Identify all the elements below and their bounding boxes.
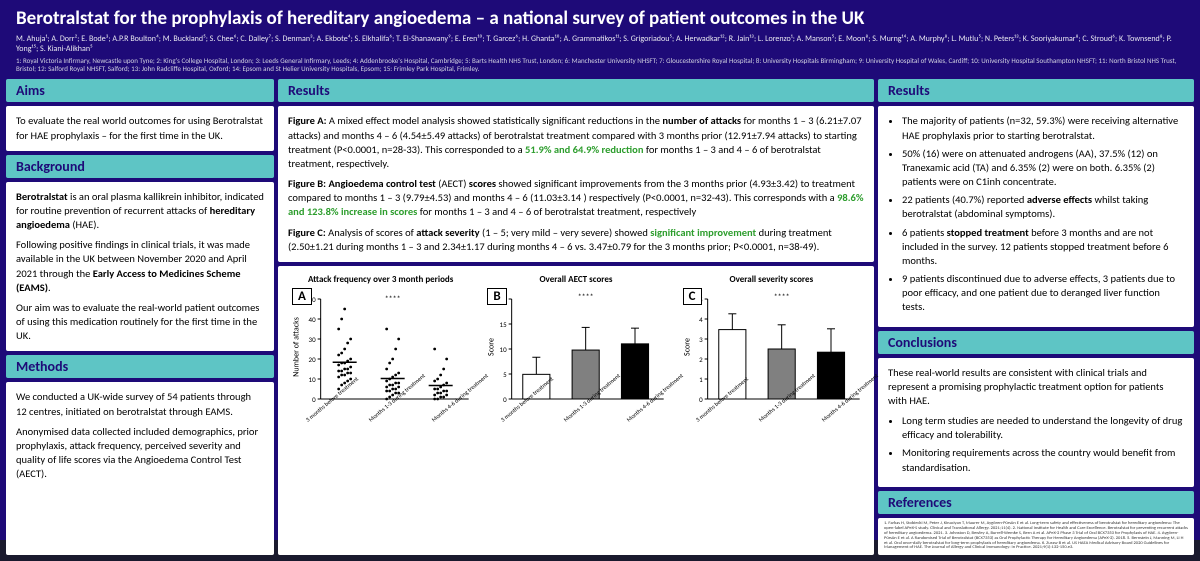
chart-c-plot: 012345Score**** xyxy=(677,287,866,407)
svg-text:Score: Score xyxy=(487,338,497,356)
chart-c: Overall severity scores C 012345Score***… xyxy=(677,274,866,548)
res-li5: 9 patients discontinued due to adverse e… xyxy=(902,272,1184,315)
fig-a-text: Figure A: A mixed effect model analysis … xyxy=(288,114,864,171)
chart-a: Attack frequency over 3 month periods A … xyxy=(286,274,475,548)
res-li2: 50% (16) were on attenuated androgens (A… xyxy=(902,147,1184,190)
references-body: 1. Farkas H, Stobiecki M, Peter J, Kinac… xyxy=(878,518,1194,556)
conclusions-heading: Conclusions xyxy=(878,331,1194,354)
svg-text:40: 40 xyxy=(309,315,317,324)
left-column: Aims To evaluate the real world outcomes… xyxy=(6,79,274,555)
results-heading-mid: Results xyxy=(278,79,874,102)
chart-a-tag: A xyxy=(292,288,312,305)
poster: Berotralstat for the prophylaxis of here… xyxy=(0,0,1200,540)
svg-text:3: 3 xyxy=(699,335,703,344)
right-column: Results The majority of patients (n=32, … xyxy=(878,79,1194,555)
svg-text:****: **** xyxy=(773,292,789,302)
bg-p2: Following positive findings in clinical … xyxy=(16,238,264,295)
svg-text:0: 0 xyxy=(503,395,507,404)
res-li1: The majority of patients (n=32, 59.3%) w… xyxy=(902,114,1184,142)
aims-heading: Aims xyxy=(6,79,274,102)
svg-text:10: 10 xyxy=(309,375,317,384)
res-li4: 6 patients stopped treatment before 3 mo… xyxy=(902,226,1184,269)
middle-column: Results Figure A: A mixed effect model a… xyxy=(278,79,874,555)
references-heading: References xyxy=(878,491,1194,514)
svg-text:20: 20 xyxy=(309,355,317,364)
background-body: Berotralstat is an oral plasma kallikrei… xyxy=(6,182,274,352)
conc-li1: Long term studies are needed to understa… xyxy=(902,414,1184,442)
chart-b-tag: B xyxy=(487,288,506,305)
chart-c-tag: C xyxy=(683,288,702,305)
svg-text:4: 4 xyxy=(699,315,703,324)
chart-c-xlabels: 3 months before treatmentMonths 1-3 duri… xyxy=(677,407,866,415)
header: Berotralstat for the prophylaxis of here… xyxy=(0,0,1200,79)
svg-text:30: 30 xyxy=(309,335,317,344)
poster-title: Berotralstat for the prophylaxis of here… xyxy=(16,8,1184,31)
methods-heading: Methods xyxy=(6,355,274,378)
chart-b-title: Overall AECT scores xyxy=(539,274,612,285)
svg-text:Score: Score xyxy=(682,338,692,356)
fig-b-text: Figure B: Angioedema control test (AECT)… xyxy=(288,177,864,220)
conclusions-body: These real-world results are consistent … xyxy=(878,358,1194,487)
chart-c-title: Overall severity scores xyxy=(729,274,813,285)
conc-p1: These real-world results are consistent … xyxy=(888,366,1184,409)
chart-a-xlabels: 3 months before treatmentMonths 1-3 duri… xyxy=(286,407,475,415)
chart-a-plot: 01020304050Number of attacks**** xyxy=(286,287,475,407)
charts-panel: Attack frequency over 3 month periods A … xyxy=(278,266,874,556)
svg-text:5: 5 xyxy=(503,370,507,379)
res-li3: 22 patients (40.7%) reported adverse eff… xyxy=(902,193,1184,221)
svg-text:15: 15 xyxy=(500,320,508,329)
chart-b-xlabels: 3 months before treatmentMonths 1-3 duri… xyxy=(481,407,670,415)
svg-text:0: 0 xyxy=(699,395,703,404)
background-heading: Background xyxy=(6,155,274,178)
aims-body: To evaluate the real world outcomes for … xyxy=(6,106,274,150)
svg-text:10: 10 xyxy=(500,345,508,354)
svg-text:2: 2 xyxy=(699,355,703,364)
fig-c-text: Figure C: Analysis of scores of attack s… xyxy=(288,226,864,254)
svg-text:Number of attacks: Number of attacks xyxy=(292,317,302,377)
results-text: Figure A: A mixed effect model analysis … xyxy=(278,106,874,262)
methods-p1: We conducted a UK-wide survey of 54 pati… xyxy=(16,390,264,418)
conc-li2: Monitoring requirements across the count… xyxy=(902,446,1184,474)
authors: M. Ahuja¹; A. Dorr²; E. Bode³; A.P.R Bou… xyxy=(16,34,1184,55)
bg-p1: Berotralstat is an oral plasma kallikrei… xyxy=(16,190,264,233)
methods-body: We conducted a UK-wide survey of 54 pati… xyxy=(6,382,274,555)
body: Aims To evaluate the real world outcomes… xyxy=(0,79,1200,561)
bg-p3: Our aim was to evaluate the real-world p… xyxy=(16,301,264,344)
svg-text:****: **** xyxy=(385,294,401,304)
svg-text:0: 0 xyxy=(312,395,316,404)
chart-b-plot: 05101520Score**** xyxy=(481,287,670,407)
aims-text: To evaluate the real world outcomes for … xyxy=(16,114,264,142)
results-heading-right: Results xyxy=(878,79,1194,102)
svg-text:1: 1 xyxy=(699,375,703,384)
affiliations: 1: Royal Victoria Infirmary, Newcastle u… xyxy=(16,57,1184,74)
methods-p2: Anonymised data collected included demog… xyxy=(16,425,264,482)
chart-b: Overall AECT scores B 05101520Score**** … xyxy=(481,274,670,548)
results-right-body: The majority of patients (n=32, 59.3%) w… xyxy=(878,106,1194,326)
svg-text:****: **** xyxy=(578,292,594,302)
chart-a-title: Attack frequency over 3 month periods xyxy=(308,274,453,285)
